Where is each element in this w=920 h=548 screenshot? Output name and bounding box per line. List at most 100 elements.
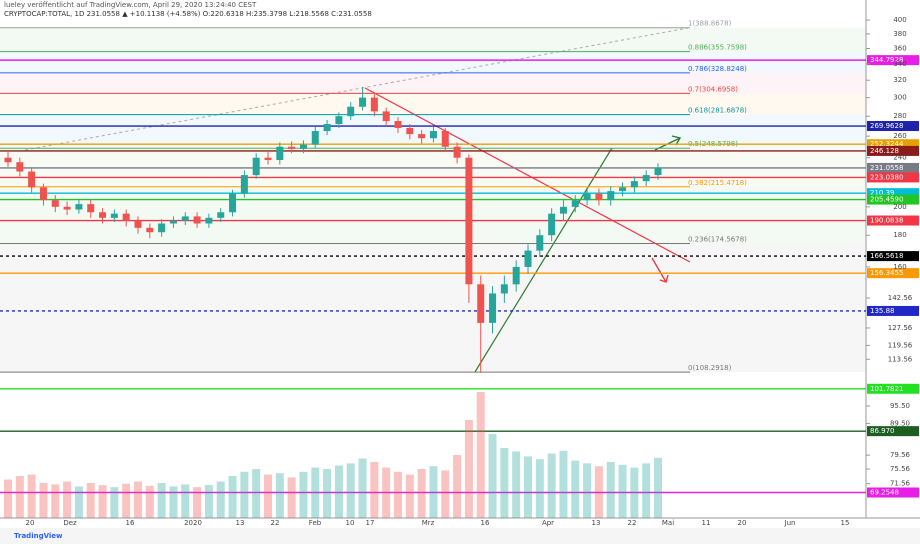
candle-body [583,193,591,201]
x-tick-label: 16 [481,519,490,527]
volume-bar [216,481,225,518]
volume-bar [299,471,308,518]
y-tick-label: 400 [893,16,906,24]
fib-label: 0.382(215.4718) [688,179,747,187]
y-tick-label: 127.56 [888,324,913,332]
volume-bar [169,486,178,518]
candle-body [217,212,225,218]
level-badge [867,172,919,183]
level-label: 205.4590 [870,196,903,204]
candle-body [477,284,485,323]
volume-bar [311,467,320,518]
y-tick-label: 360 [893,44,906,52]
fib-label: 0.618(281.6878) [688,107,747,115]
volume-bar [98,485,107,518]
x-tick-label: Dez [63,519,77,527]
level-label: 252.3244 [870,140,904,148]
y-tick-label: 160 [893,263,906,271]
volume-bar [453,455,462,518]
candle-body [370,97,378,112]
symbol-line: CRYPTOCAP:TOTAL, 1D 231.0558 ▲ +10.1138 … [4,10,372,18]
level-label: 156.3455 [870,269,903,277]
x-tick-label: Jun [784,519,796,527]
level-badge [867,121,919,132]
candle-body [193,216,201,224]
volume-bar [441,470,450,518]
volume-bar [134,481,142,518]
volume-bar [264,474,272,518]
brand: TradingView [14,532,63,540]
volume-bar [27,474,36,518]
x-tick-label: 13 [236,519,245,527]
fib-label: 1(388.8678) [688,20,732,28]
level-badge [867,305,919,316]
candle-body [110,213,118,218]
fib-label: 0.786(328.8248) [688,65,747,73]
volume-bar [287,477,296,518]
volume-bar [39,483,48,518]
level-label: 231.0558 [870,164,903,172]
candle-body [99,212,107,218]
candle-body [347,106,355,117]
volume-bar [86,483,95,518]
candle-body [642,175,650,182]
y-tick-label: 71.56 [890,480,911,488]
candle-body [323,123,331,132]
candle-body [63,206,71,210]
volume-bar [145,485,154,518]
y-tick-label: 113.56 [888,355,913,363]
candle-body [465,157,473,285]
y-tick-label: 95.50 [890,402,910,410]
volume-bar [346,463,355,518]
fib-label: 0(108.2918) [688,364,732,372]
level-badge [867,145,919,156]
volume-bar [417,469,426,518]
volume-bar [4,479,12,518]
level-label: 210.39 [870,189,895,197]
fib-band [0,51,866,73]
level-badge [867,55,919,66]
level-label: 269.9628 [870,122,903,130]
level-label: 190.0838 [870,217,903,225]
y-tick-label: 240 [893,154,906,162]
volume-bar [476,392,485,518]
candle-body [500,284,508,294]
y-tick-label: 300 [893,94,906,102]
trendline [474,147,613,373]
volume-bar [512,451,521,518]
volume-bar [15,476,24,518]
volume-bar [204,485,213,518]
arrow-down [651,257,669,283]
candle-body [264,157,272,160]
x-tick-label: 20 [738,519,747,527]
fib-label: 0.7(304.6958) [688,85,738,93]
fib-band [0,72,866,94]
volume-bar [429,466,438,518]
volume-bar [464,420,473,518]
y-tick-label: 180 [893,231,906,239]
volume-bar [228,476,237,518]
y-tick-label: 380 [893,30,906,38]
candle-body [429,131,437,139]
x-tick-label: 11 [702,519,711,527]
x-tick-label: Mai [662,519,674,527]
x-tick-label: Apr [542,519,554,527]
x-tick-label: 10 [346,519,355,527]
trendline [364,87,691,263]
candle-body [571,200,579,207]
x-tick-label: 22 [628,519,637,527]
candle-body [252,157,260,176]
level-label: 223.0380 [870,173,903,181]
volume-bar [358,458,367,518]
volume-bar [51,484,60,518]
volume-bar [275,473,284,518]
candle-body [181,216,189,221]
candle-body [134,220,142,228]
candle-body [87,204,95,213]
volume-bar [618,464,627,518]
y-tick-label: 79.56 [890,451,911,459]
volume-bar [181,484,190,518]
x-tick-label: Mrz [422,519,435,527]
candle-body [51,200,59,207]
